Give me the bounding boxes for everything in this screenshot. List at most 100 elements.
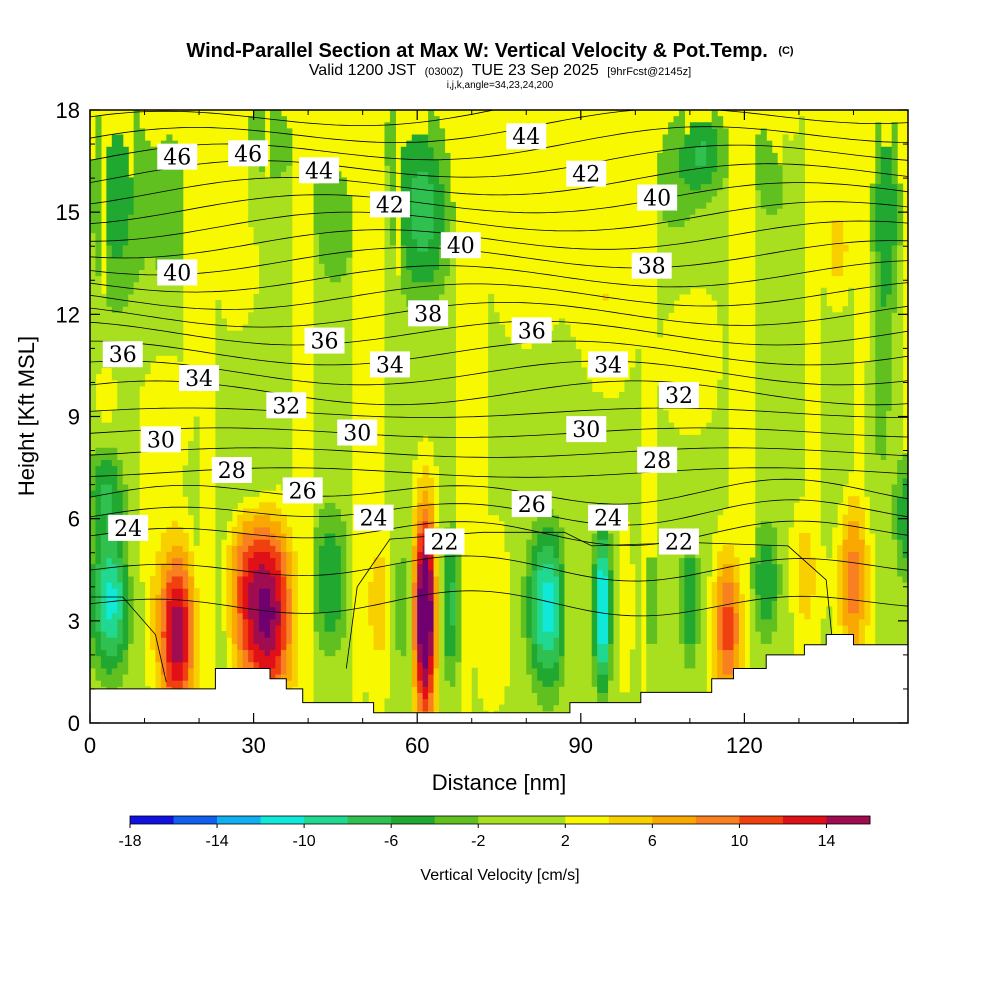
colorbar-swatch [782,816,827,824]
velocity-cell [428,281,435,313]
velocity-cell [335,649,342,723]
velocity-cell [90,232,97,454]
velocity-cell [231,545,238,644]
velocity-cell [111,134,118,258]
velocity-cell [548,631,555,651]
velocity-cell [542,563,549,583]
velocity-cell [695,189,702,209]
theta-contour-line [90,260,908,293]
velocity-cell [602,673,609,693]
velocity-cell [242,649,249,669]
velocity-cell [433,116,440,160]
velocity-cell [117,134,124,258]
theta-contour-line [90,360,908,386]
velocity-cell [651,557,658,644]
theta-label: 38 [631,252,672,280]
velocity-cell [95,447,102,467]
theta-label: 28 [211,456,252,484]
theta-contour-line [90,380,908,406]
velocity-cell [128,214,135,295]
theta-label-text: 26 [518,493,546,518]
x-axis-label: Distance [nm] [432,770,567,795]
velocity-cell [422,508,429,522]
velocity-cell [580,367,587,723]
theta-label-bg [102,341,143,368]
velocity-cell [755,594,762,632]
velocity-cell [319,263,326,510]
velocity-cell [417,661,424,681]
colorbar-label: -6 [384,833,398,850]
velocity-cell [280,171,287,491]
velocity-cell [695,643,702,723]
theta-label: 26 [282,477,323,504]
velocity-cell [215,300,222,723]
theta-contour-line [90,201,908,242]
velocity-cell [340,637,347,723]
velocity-cell [411,312,418,461]
velocity-cell [411,134,418,179]
theta-label-text: 28 [643,449,671,474]
velocity-cell [542,667,549,687]
velocity-cell [422,686,429,700]
velocity-cell [100,293,107,369]
velocity-cell [411,686,418,718]
velocity-cell [122,306,129,485]
velocity-cell [509,342,516,723]
velocity-cell [319,545,326,614]
velocity-cell [809,557,816,595]
velocity-cell [264,177,271,491]
velocity-cell [329,165,336,283]
velocity-cell [449,220,456,522]
velocity-cell [722,606,729,651]
velocity-cell [171,275,178,356]
velocity-cell [526,637,533,675]
theta-label-text: 26 [289,479,317,504]
velocity-cell [422,667,429,687]
velocity-cell [400,244,407,295]
x-tick-label: 60 [405,733,429,758]
velocity-cell [880,146,887,307]
velocity-cell [248,582,255,620]
velocity-cell [275,600,282,626]
velocity-cell [826,306,833,559]
velocity-cell [428,551,435,571]
velocity-cell [749,588,756,723]
velocity-cell [820,287,827,546]
velocity-cell [706,422,713,577]
velocity-cell [853,612,860,644]
velocity-cell [160,275,167,356]
velocity-cell [689,189,696,215]
theta-label-bg [424,528,465,555]
theta-label-bg [588,351,629,378]
velocity-cell [537,661,544,681]
velocity-cell [269,545,277,559]
velocity-cell [171,140,178,277]
velocity-cell [433,306,440,467]
velocity-cell [259,539,266,552]
velocity-cell [182,465,189,497]
velocity-cell [569,336,576,723]
velocity-cell [237,649,244,675]
colorbar-swatch [434,816,479,824]
theta-label-text: 42 [572,163,600,188]
velocity-cell [428,673,435,693]
velocity-cell [182,551,189,571]
velocity-cell [422,520,429,534]
velocity-cell [264,655,271,669]
velocity-cell [597,569,604,644]
velocity-cell [531,667,538,693]
velocity-cell [471,667,478,723]
velocity-cell [242,324,249,497]
theta-label: 30 [140,426,181,453]
theta-contour-line [90,144,908,183]
velocity-cell [700,140,707,166]
velocity-cell [602,661,609,675]
theta-label-bg [566,416,607,443]
velocity-cell [771,152,778,215]
velocity-cell [422,318,429,436]
velocity-cell [139,128,146,270]
theta-label-text: 46 [234,142,262,167]
velocity-cell [886,146,893,295]
velocity-cell [100,447,107,461]
